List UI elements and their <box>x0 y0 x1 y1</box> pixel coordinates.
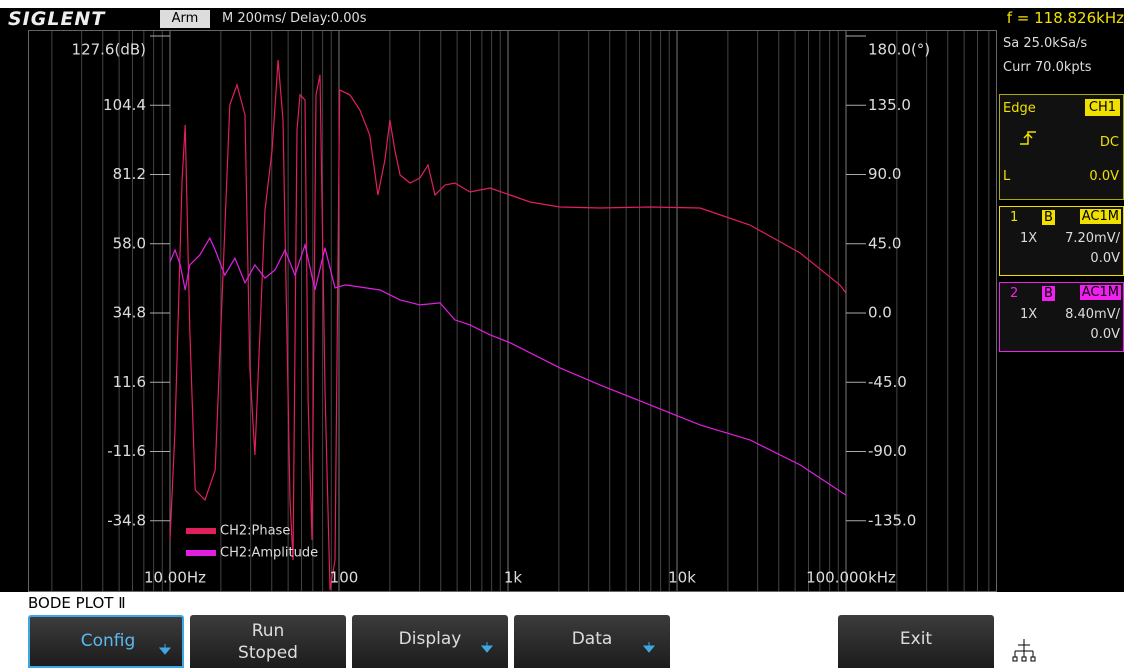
axis-labels: 10.00Hz 100 1k 10k 100.000kHz 127.6(dB) 104.4 8… <box>72 41 931 587</box>
submenu-arrow <box>480 642 494 653</box>
trace <box>169 59 847 591</box>
channel-probe: 1X <box>1020 307 1038 322</box>
channel-number: 2 <box>1010 286 1019 301</box>
softkey-label: Stoped <box>238 643 298 663</box>
trigger-box: Edge CH1 DC L 0.0V <box>999 94 1124 200</box>
softkey[interactable]: Exit <box>838 615 994 668</box>
timebase-value: M 200ms/ <box>222 11 286 26</box>
softkey-label: Display <box>398 629 462 649</box>
brand: SIGLENT <box>8 8 106 30</box>
slope-icon <box>1020 131 1036 145</box>
run-status: Arm <box>160 10 210 28</box>
channel-number: 1 <box>1010 210 1019 225</box>
channel-scale: 8.40mV/ <box>1065 307 1120 322</box>
softkey-label: Run <box>251 621 285 641</box>
legend-swatch <box>186 528 216 534</box>
softkey-label: Data <box>571 629 613 649</box>
x-tick-label: 1k <box>504 569 523 587</box>
arrow-shape <box>642 642 656 653</box>
y-tick-label: -34.8 <box>107 511 146 529</box>
softkey[interactable]: Run Stoped <box>190 615 346 668</box>
y2-tick-label: -135.0 <box>868 511 916 529</box>
side-panel: Sa 25.0kSa/s Curr 70.0kpts Edge CH1 DC L… <box>997 30 1124 592</box>
arrow-shape <box>480 642 494 653</box>
channel-probe: 1X <box>1020 231 1038 246</box>
channel-box: 1 B AC1M 1X 7.20mV/0.0V <box>999 206 1124 276</box>
softkey-label: Exit <box>899 629 933 649</box>
y-tick-label: 127.6(dB) <box>72 41 146 59</box>
frequency: f = 118.826kHz <box>1006 9 1124 27</box>
legend-label: CH2:Phase <box>220 524 290 539</box>
channel-bandwidth: B <box>1042 286 1055 301</box>
y2-tick-label: -45.0 <box>868 373 907 391</box>
channel-bandwidth: B <box>1042 210 1055 225</box>
channel-box: 2 B AC1M 1X 8.40mV/0.0V <box>999 282 1124 352</box>
submenu-arrow <box>158 644 172 655</box>
y2-tick-label: 180.0(°) <box>868 41 930 59</box>
channel-offset: 0.0V <box>1090 251 1120 266</box>
trigger-type: Edge <box>1003 101 1036 116</box>
y-tick-label: 34.8 <box>113 304 146 322</box>
y-tick-label: 104.4 <box>103 96 146 114</box>
channel-coupling: AC1M <box>1079 285 1121 300</box>
trigger-source: CH1 <box>1084 99 1120 116</box>
trace <box>169 236 847 496</box>
y2-tick-label: 0.0 <box>868 304 892 322</box>
y2-tick-label: -90.0 <box>868 442 907 460</box>
status-bar: SIGLENT Arm M 200ms/ Delay:0.00s f = 118… <box>0 8 1124 30</box>
x-tick-label: 10k <box>668 569 696 587</box>
channel-offset: 0.0V <box>1090 327 1120 342</box>
softkey[interactable]: Config <box>28 615 184 668</box>
bode-plot: 10.00Hz 100 1k 10k 100.000kHz 127.6(dB) 104.4 8… <box>0 30 997 592</box>
y-tick-label: -11.6 <box>107 442 146 460</box>
y-tick-label: 81.2 <box>113 165 146 183</box>
trigger-level: 0.0V <box>1089 169 1119 184</box>
y2-tick-label: 45.0 <box>868 234 901 252</box>
plot-background <box>0 30 997 592</box>
softkey-label: Config <box>80 631 136 651</box>
timebase: M 200ms/ Delay:0.00s <box>222 10 367 28</box>
y2-tick-label: 135.0 <box>868 96 911 114</box>
legend-label: CH2:Amplitude <box>220 546 318 561</box>
submenu-arrow <box>642 642 656 653</box>
network-area <box>1000 615 1124 668</box>
x-tick-label: 100.000kHz <box>806 569 896 587</box>
network-icon <box>1012 639 1036 662</box>
plot-frame <box>28 30 997 592</box>
trigger-level-label: L <box>1003 169 1011 184</box>
y2-tick-label: 90.0 <box>868 165 901 183</box>
softkey[interactable]: Data <box>514 615 670 668</box>
x-tick-label: 100 <box>330 569 359 587</box>
channel-coupling: AC1M <box>1079 209 1121 224</box>
x-tick-label: 10.00Hz <box>144 569 206 587</box>
arrow-shape <box>158 644 172 655</box>
channel-scale: 7.20mV/ <box>1065 231 1120 246</box>
y-tick-label: 11.6 <box>113 373 146 391</box>
grid <box>51 31 990 591</box>
menu-title: BODE PLOT Ⅱ <box>28 594 126 612</box>
trigger-coupling: DC <box>1099 135 1119 150</box>
softkey[interactable]: Display <box>352 615 508 668</box>
memory-depth: Curr 70.0kpts <box>1003 60 1092 75</box>
delay: Delay:0.00s <box>290 11 367 26</box>
y-tick-label: 58.0 <box>113 234 146 252</box>
sample-rate: Sa 25.0kSa/s <box>1003 36 1088 51</box>
legend-swatch <box>186 550 216 556</box>
traces <box>169 59 847 591</box>
